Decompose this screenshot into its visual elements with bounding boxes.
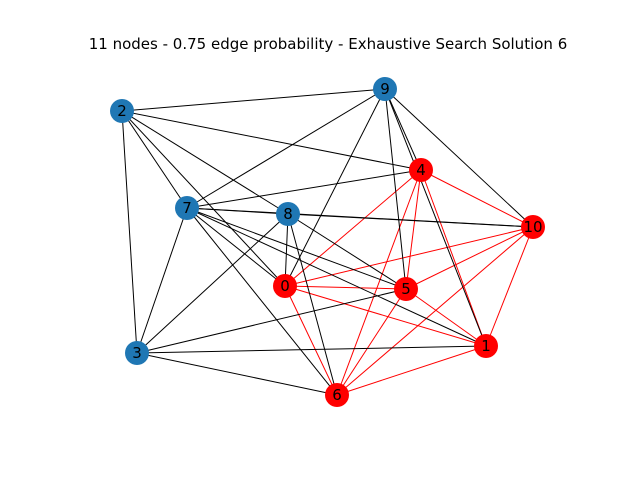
node-label-5: 5 <box>401 280 411 298</box>
edge-7-1 <box>186 207 487 347</box>
node-3: 3 <box>125 341 149 365</box>
edge-9-1 <box>384 88 487 347</box>
edge-4-6 <box>336 169 422 396</box>
node-circle-5 <box>394 277 418 301</box>
edge-9-5 <box>384 88 407 290</box>
node-circle-2 <box>110 99 134 123</box>
edge-6-1 <box>336 345 487 396</box>
node-label-8: 8 <box>283 205 293 223</box>
node-label-0: 0 <box>280 277 290 295</box>
edge-5-6 <box>336 288 407 396</box>
node-8: 8 <box>276 202 300 226</box>
edge-3-1 <box>136 345 487 354</box>
node-10: 10 <box>521 215 545 239</box>
edge-9-4 <box>384 88 422 171</box>
node-label-3: 3 <box>132 344 142 362</box>
edge-10-1 <box>485 226 534 347</box>
edge-2-9 <box>121 88 386 112</box>
edge-8-10 <box>287 213 534 228</box>
edge-8-0 <box>284 213 289 287</box>
edge-7-3 <box>136 207 188 354</box>
edge-0-4 <box>284 169 422 287</box>
node-circle-1 <box>474 334 498 358</box>
node-circle-3 <box>125 341 149 365</box>
node-circle-7 <box>175 196 199 220</box>
node-5: 5 <box>394 277 418 301</box>
node-label-1: 1 <box>481 337 491 355</box>
edge-9-10 <box>384 88 534 228</box>
edge-3-6 <box>136 352 338 396</box>
edge-9-0 <box>284 88 386 287</box>
edge-3-5 <box>136 288 407 354</box>
edge-2-8 <box>121 110 289 215</box>
edge-8-6 <box>287 213 338 396</box>
edge-0-5 <box>284 285 407 290</box>
edge-7-5 <box>186 207 407 290</box>
node-label-2: 2 <box>117 102 127 120</box>
node-label-7: 7 <box>182 199 192 217</box>
edge-4-1 <box>420 169 487 347</box>
edge-5-10 <box>405 226 534 290</box>
node-circle-6 <box>325 383 349 407</box>
edge-8-5 <box>287 213 407 290</box>
edge-layer <box>121 88 534 396</box>
edge-7-4 <box>186 169 422 209</box>
node-label-10: 10 <box>523 218 542 236</box>
edge-2-4 <box>121 110 422 171</box>
edge-4-5 <box>405 169 422 290</box>
node-0: 0 <box>273 274 297 298</box>
edge-0-6 <box>284 285 338 396</box>
edge-7-6 <box>186 207 338 396</box>
edge-2-3 <box>121 110 138 354</box>
node-2: 2 <box>110 99 134 123</box>
node-circle-9 <box>373 77 397 101</box>
node-circle-8 <box>276 202 300 226</box>
edge-8-3 <box>136 213 289 354</box>
node-label-4: 4 <box>416 161 426 179</box>
edge-5-1 <box>405 288 487 347</box>
node-circle-0 <box>273 274 297 298</box>
node-1: 1 <box>474 334 498 358</box>
node-label-9: 9 <box>380 80 390 98</box>
edge-7-0 <box>186 207 286 287</box>
node-7: 7 <box>175 196 199 220</box>
node-6: 6 <box>325 383 349 407</box>
edge-4-10 <box>420 169 534 228</box>
edge-2-7 <box>121 110 188 209</box>
node-label-6: 6 <box>332 386 342 404</box>
node-4: 4 <box>409 158 433 182</box>
edge-6-10 <box>336 226 534 396</box>
node-circle-4 <box>409 158 433 182</box>
edge-9-7 <box>186 88 386 209</box>
edge-0-10 <box>284 226 534 287</box>
node-9: 9 <box>373 77 397 101</box>
node-circle-10 <box>521 215 545 239</box>
edge-0-1 <box>284 285 487 347</box>
node-layer: 0 1 2 3 4 5 6 7 8 9 10 <box>110 77 545 407</box>
graph-title: 11 nodes - 0.75 edge probability - Exhau… <box>89 35 567 53</box>
